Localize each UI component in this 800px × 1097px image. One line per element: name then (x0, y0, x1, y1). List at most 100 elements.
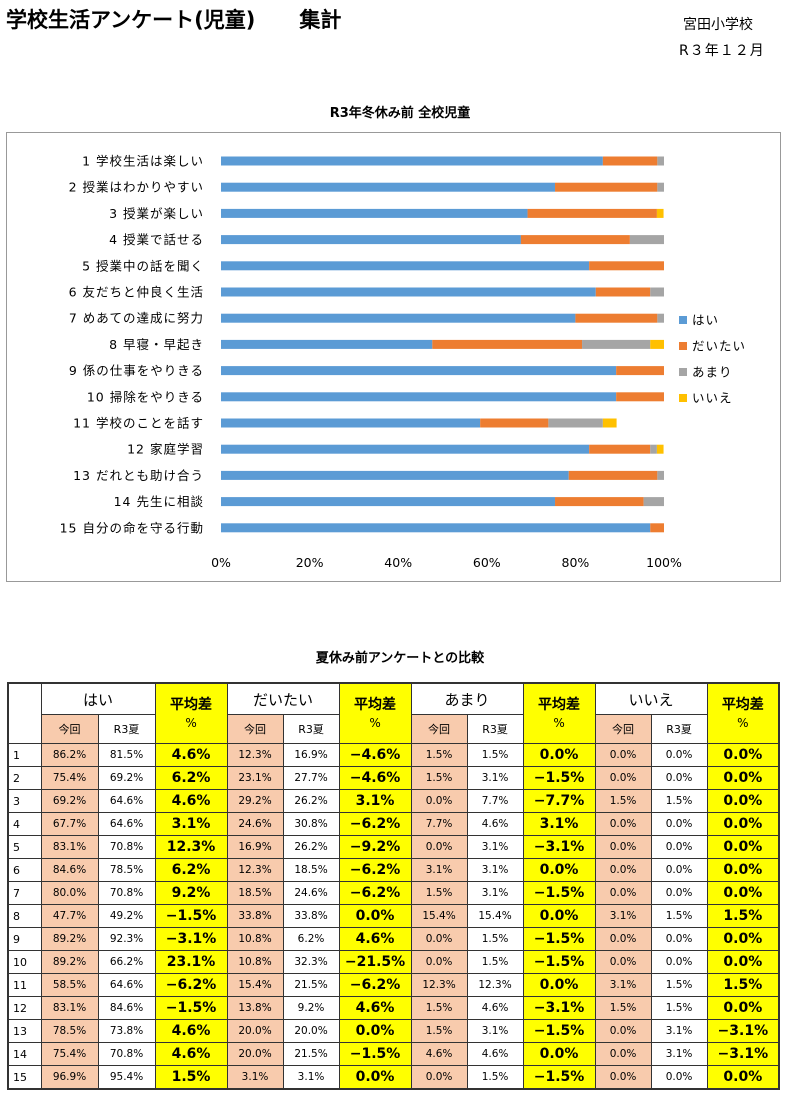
previous-value: 33.8% (282, 904, 340, 928)
previous-value: 0.0% (650, 881, 708, 905)
sub-header-current: 今回 (410, 714, 468, 744)
table-row: 8 47.7% 49.2% −1.5% 33.8% 33.8% 0.0% 15.4% 15.4%… (7, 904, 780, 928)
bar-segment (221, 235, 521, 245)
group-header: はい (40, 682, 156, 715)
previous-value: 66.2% (97, 950, 156, 974)
current-value: 0.0% (410, 950, 468, 974)
current-value: 3.1% (226, 1065, 284, 1090)
corner-cell (7, 682, 42, 744)
previous-value: 21.5% (282, 973, 340, 997)
previous-value: 0.0% (650, 766, 708, 790)
current-value: 0.0% (410, 835, 468, 859)
bar-segment (602, 156, 658, 166)
previous-value: 73.8% (97, 1019, 156, 1043)
previous-value: 1.5% (650, 996, 708, 1020)
table-row: 10 89.2% 66.2% 23.1% 10.8% 32.3% −21.5% 0.0% 1.5… (7, 950, 780, 974)
previous-value: 0.0% (650, 835, 708, 859)
current-value: 0.0% (594, 950, 652, 974)
bar-segment (656, 208, 664, 218)
sub-header-previous: R3夏 (466, 714, 524, 744)
diff-value: 1.5% (706, 904, 780, 928)
table-row: 6 84.6% 78.5% 6.2% 12.3% 18.5% −6.2% 3.1% 3.1% 0.… (7, 858, 780, 882)
diff-value: 0.0% (706, 743, 780, 767)
current-value: 75.4% (40, 766, 99, 790)
diff-value: 0.0% (522, 858, 596, 882)
diff-value: −1.5% (154, 996, 228, 1020)
bar-segment (480, 418, 549, 428)
diff-value: 4.6% (154, 1019, 228, 1043)
diff-value: −1.5% (522, 927, 596, 951)
previous-value: 4.6% (466, 1042, 524, 1066)
diff-value: −1.5% (522, 766, 596, 790)
current-value: 0.0% (594, 766, 652, 790)
legend-swatch (679, 368, 687, 376)
bar-segment (221, 418, 481, 428)
category-label: 12 家庭学習 (127, 442, 204, 457)
previous-value: 81.5% (97, 743, 156, 767)
previous-value: 0.0% (650, 950, 708, 974)
current-value: 0.0% (594, 812, 652, 836)
current-value: 0.0% (594, 858, 652, 882)
diff-value: 3.1% (522, 812, 596, 836)
row-number: 11 (7, 973, 42, 997)
previous-value: 64.6% (97, 789, 156, 813)
bar-segment (221, 261, 590, 271)
diff-value: 4.6% (154, 743, 228, 767)
previous-value: 64.6% (97, 812, 156, 836)
category-label: 15 自分の命を守る行動 (60, 520, 204, 535)
category-label: 5 授業中の話を聞く (82, 258, 204, 273)
legend-swatch (679, 394, 687, 402)
row-number: 12 (7, 996, 42, 1020)
bar-segment (548, 418, 603, 428)
bar-segment (221, 156, 603, 166)
diff-value: 1.5% (154, 1065, 228, 1090)
subheader-row: 今回 R3夏 今回 R3夏 今回 R3夏 今回 R3夏 (8, 714, 779, 744)
current-value: 1.5% (410, 743, 468, 767)
legend-swatch (679, 342, 687, 350)
category-label: 9 係の仕事をやりきる (69, 363, 204, 378)
table-row: 12 83.1% 84.6% −1.5% 13.8% 9.2% 4.6% 1.5% 4.6% −3… (7, 996, 780, 1020)
current-value: 83.1% (40, 835, 99, 859)
group-header: いいえ (594, 682, 708, 715)
diff-header-label: 平均差 (538, 696, 581, 713)
row-number: 3 (7, 789, 42, 813)
diff-value: 0.0% (338, 1019, 412, 1043)
bar-segment (589, 444, 651, 454)
page-title: 学校生活アンケート(児童) 集計 (6, 4, 341, 34)
sub-header-current: 今回 (40, 714, 99, 744)
previous-value: 70.8% (97, 881, 156, 905)
sub-header-previous: R3夏 (97, 714, 156, 744)
diff-value: 3.1% (154, 812, 228, 836)
diff-value: −1.5% (522, 1065, 596, 1090)
diff-header-unit: % (553, 715, 565, 730)
current-value: 0.0% (410, 1065, 468, 1090)
bar-segment (221, 497, 556, 507)
current-value: 1.5% (594, 789, 652, 813)
bar-segment (221, 392, 617, 402)
current-value: 10.8% (226, 950, 284, 974)
diff-header-unit: % (185, 715, 197, 730)
diff-header: 平均差% (522, 682, 596, 744)
diff-value: 0.0% (522, 743, 596, 767)
diff-header: 平均差% (338, 682, 412, 744)
category-label: 3 授業が楽しい (109, 206, 204, 221)
category-label: 13 だれとも助け合う (73, 468, 204, 483)
diff-value: −3.1% (522, 835, 596, 859)
current-value: 0.0% (594, 1019, 652, 1043)
previous-value: 1.5% (650, 973, 708, 997)
previous-value: 0.0% (650, 858, 708, 882)
row-number: 2 (7, 766, 42, 790)
table-row: 1 86.2% 81.5% 4.6% 12.3% 16.9% −4.6% 1.5% 1.5% 0.… (7, 743, 780, 767)
previous-value: 15.4% (466, 904, 524, 928)
bar-segment (527, 208, 657, 218)
sub-header-previous: R3夏 (282, 714, 340, 744)
previous-value: 3.1% (466, 766, 524, 790)
category-label: 11 学校のことを話す (73, 416, 204, 431)
previous-value: 3.1% (466, 1019, 524, 1043)
diff-value: 0.0% (706, 950, 780, 974)
x-tick-label: 60% (473, 555, 501, 570)
previous-value: 32.3% (282, 950, 340, 974)
current-value: 58.5% (40, 973, 99, 997)
current-value: 24.6% (226, 812, 284, 836)
bar-segment (520, 235, 630, 245)
